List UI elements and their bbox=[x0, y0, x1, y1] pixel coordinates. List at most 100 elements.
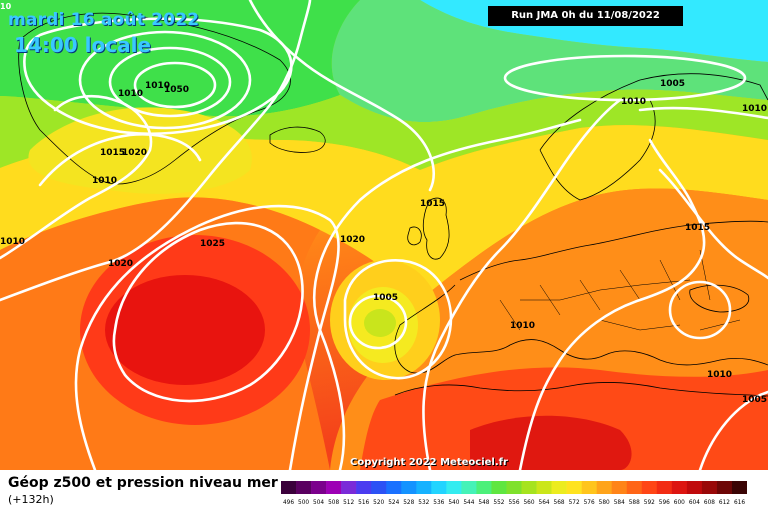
country-borders bbox=[499, 249, 741, 331]
legend-swatch bbox=[326, 481, 342, 494]
legend-tick-label: 600 bbox=[674, 500, 685, 506]
isobar-1010-europe bbox=[518, 138, 706, 470]
parameter-title: Géop z500 et pression niveau mer bbox=[8, 475, 278, 491]
isobar-label: 1010 bbox=[0, 237, 25, 247]
isobar-label: 1010 bbox=[92, 176, 117, 186]
isobar-label: 1015 bbox=[100, 148, 125, 158]
isobars bbox=[0, 0, 768, 470]
color-scale-legend: 496 500 504 508 512 516 520 524 528 532 536 540 544 5… bbox=[281, 481, 747, 506]
legend-swatch bbox=[671, 481, 688, 494]
legend-swatch bbox=[581, 481, 597, 494]
legend-swatch bbox=[371, 481, 387, 494]
legend-swatch bbox=[686, 481, 703, 494]
isobar-1020-atlantic bbox=[0, 0, 312, 302]
legend-tick-label: 532 bbox=[418, 500, 429, 506]
legend-swatch bbox=[521, 481, 537, 494]
legend-swatch bbox=[281, 481, 297, 494]
isobar-1010-balkans bbox=[668, 280, 732, 340]
isobar-label: 1005 bbox=[373, 293, 398, 303]
legend-tick-label: 580 bbox=[599, 500, 610, 506]
legend-tick-label: 608 bbox=[704, 500, 715, 506]
isobar-label: 1010 bbox=[742, 104, 767, 114]
isobar-label: 1005 bbox=[660, 79, 685, 89]
legend-swatch bbox=[476, 481, 492, 494]
isobar-1015-east bbox=[658, 168, 768, 280]
legend-swatch bbox=[566, 481, 582, 494]
legend-tick-label: 548 bbox=[478, 500, 489, 506]
legend-tick-label: 500 bbox=[298, 500, 309, 506]
legend-swatch bbox=[611, 481, 628, 494]
legend-tick-label: 596 bbox=[659, 500, 670, 506]
isobar-1010-low bbox=[343, 259, 453, 380]
legend-swatch bbox=[716, 481, 733, 494]
isobar-1010-west bbox=[0, 94, 153, 260]
legend-swatch bbox=[641, 481, 658, 494]
isobar-1005-low bbox=[348, 294, 408, 350]
legend-swatch bbox=[656, 481, 673, 494]
isobar-greenland-high-1 bbox=[133, 61, 217, 109]
legend-tick-label: 508 bbox=[328, 500, 339, 506]
isobar-label: 1050 bbox=[164, 85, 189, 95]
legend-tick-label: 588 bbox=[629, 500, 640, 506]
model-run-label: Run JMA 0h du 11/08/2022 bbox=[488, 6, 683, 26]
isobar-1010-north bbox=[248, 0, 435, 192]
legend-tick-label: 552 bbox=[493, 500, 504, 506]
field-lime-zone bbox=[0, 89, 768, 170]
legend-tick-label: 612 bbox=[719, 500, 730, 506]
corner-label: 10 bbox=[0, 2, 12, 11]
isobar-greenland-high-2 bbox=[108, 46, 232, 118]
isobar-label: 1025 bbox=[200, 239, 225, 249]
isobar-label: 1005 bbox=[742, 395, 767, 405]
isobar-1025-high bbox=[112, 221, 304, 403]
legend-swatch bbox=[401, 481, 417, 494]
legend-swatch bbox=[491, 481, 507, 494]
isobar-1015-europe bbox=[422, 98, 622, 470]
legend-tick-label: 536 bbox=[433, 500, 444, 506]
iceland-coast bbox=[269, 126, 326, 153]
iberian-low-center bbox=[364, 309, 396, 337]
legend-tick-label: 556 bbox=[508, 500, 519, 506]
legend-tick-label: 524 bbox=[388, 500, 399, 506]
legend-tick-label: 604 bbox=[689, 500, 700, 506]
europe-coast bbox=[394, 220, 768, 374]
legend-tick-label: 564 bbox=[539, 500, 550, 506]
legend-tick-label: 544 bbox=[463, 500, 474, 506]
isobar-1020-east bbox=[313, 118, 582, 470]
legend-swatch bbox=[596, 481, 613, 494]
isobar-greenland-high-4 bbox=[23, 17, 293, 135]
legend-swatch bbox=[311, 481, 327, 494]
isobar-label: 1010 bbox=[145, 81, 170, 91]
coastlines bbox=[18, 12, 768, 397]
legend-swatch bbox=[461, 481, 477, 494]
legend-tick-label: 568 bbox=[554, 500, 565, 506]
legend-swatch bbox=[296, 481, 312, 494]
atlantic-high-inner bbox=[105, 275, 265, 385]
isobar-1005-east bbox=[698, 390, 768, 470]
isobar-label: 1010 bbox=[510, 321, 535, 331]
forecast-hour: 14:00 locale bbox=[14, 33, 151, 57]
legend-swatch bbox=[551, 481, 567, 494]
isobar-1010-scandinavia bbox=[503, 54, 747, 102]
isobar-label: 1010 bbox=[707, 370, 732, 380]
isobar-label: 1015 bbox=[420, 199, 445, 209]
legend-tick-label: 592 bbox=[644, 500, 655, 506]
legend-tick-label: 560 bbox=[523, 500, 534, 506]
isobar-greenland-high-3 bbox=[78, 30, 252, 130]
black-sea-coast bbox=[689, 284, 750, 313]
legend-swatch bbox=[506, 481, 522, 494]
legend-swatch bbox=[446, 481, 462, 494]
isobar-label: 1020 bbox=[340, 235, 365, 245]
legend-swatch bbox=[626, 481, 643, 494]
british-isles-coast bbox=[407, 197, 450, 260]
legend-swatch bbox=[341, 481, 357, 494]
legend-swatch bbox=[416, 481, 432, 494]
isobar-label: 1010 bbox=[118, 89, 143, 99]
isobar-labels: 1010 1010 1050 1015 1010 1020 1010 1010 … bbox=[0, 79, 767, 405]
legend-swatch bbox=[356, 481, 372, 494]
forecast-date: mardi 16 août 2022 bbox=[8, 10, 200, 30]
legend-tick-label: 616 bbox=[734, 500, 745, 506]
legend-tick-label: 520 bbox=[373, 500, 384, 506]
legend-swatch bbox=[701, 481, 718, 494]
isobar-label: 1015 bbox=[685, 223, 710, 233]
isobar-label: 1010 bbox=[621, 97, 646, 107]
